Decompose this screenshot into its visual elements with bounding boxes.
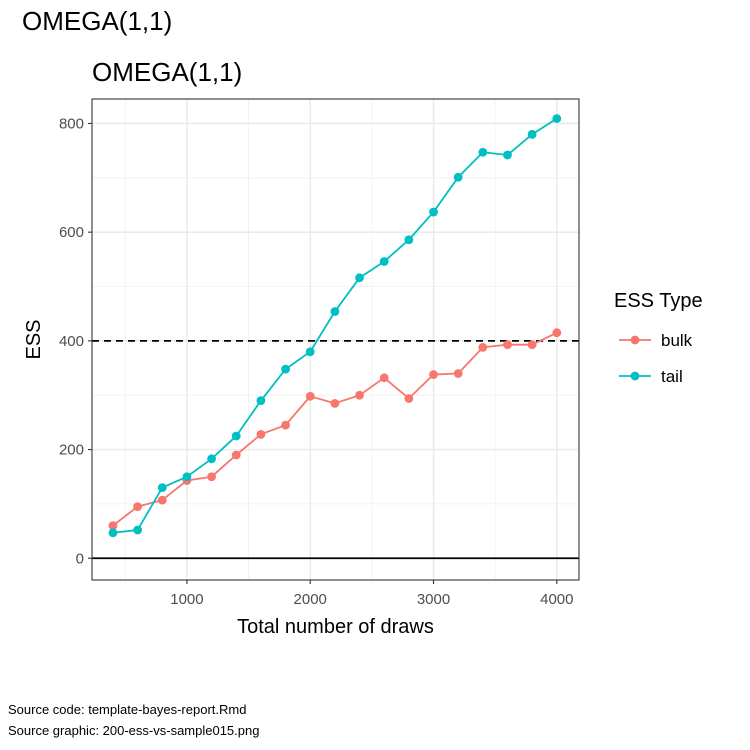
y-axis-title: ESS <box>23 319 45 359</box>
source-graphic-note: Source graphic: 200-ess-vs-sample015.png <box>8 723 260 738</box>
data-point-bulk <box>231 450 241 460</box>
data-point-tail <box>157 483 167 493</box>
chart-title: OMEGA(1,1) <box>92 57 242 87</box>
legend-item-bulk: bulk <box>619 331 693 350</box>
legend-title: ESS Type <box>614 290 703 312</box>
data-point-bulk <box>503 340 512 350</box>
y-tick-label: 600 <box>59 224 84 241</box>
data-point-bulk <box>133 502 143 512</box>
data-point-bulk <box>552 328 562 338</box>
series-layer <box>108 114 562 538</box>
x-axis-title: Total number of draws <box>237 616 434 638</box>
legend-key-point <box>630 371 640 381</box>
data-point-tail <box>527 129 537 139</box>
data-point-tail <box>182 472 192 482</box>
axes: 1000 2000 3000 4000 0 200 400 600 800 <box>59 115 574 608</box>
data-point-tail <box>281 364 290 374</box>
legend-item-tail: tail <box>619 367 683 386</box>
x-tick-label: 1000 <box>170 591 203 608</box>
series-tail <box>108 114 562 538</box>
data-point-bulk <box>453 369 463 378</box>
data-point-bulk <box>527 340 537 350</box>
y-tick-label: 200 <box>59 442 84 459</box>
legend-key-point <box>630 335 640 345</box>
y-tick-label: 0 <box>76 550 84 567</box>
y-tick-label: 400 <box>59 333 84 350</box>
data-point-bulk <box>355 390 364 400</box>
data-point-tail <box>207 454 216 464</box>
x-tick-label: 2000 <box>294 591 327 608</box>
x-tick-label: 4000 <box>540 591 573 608</box>
data-point-tail <box>305 347 315 357</box>
reference-lines <box>92 339 579 560</box>
data-point-bulk <box>281 420 290 430</box>
data-point-tail <box>355 273 364 283</box>
data-point-tail <box>552 114 562 123</box>
data-point-bulk <box>379 373 389 383</box>
data-point-tail <box>404 235 414 245</box>
data-point-bulk <box>404 394 414 403</box>
y-tick-label: 800 <box>59 115 84 132</box>
legend: ESS Type bulk tail <box>614 290 703 386</box>
data-point-tail <box>429 207 438 217</box>
data-point-bulk <box>108 521 118 531</box>
data-point-bulk <box>305 391 315 401</box>
x-tick-label: 3000 <box>417 591 450 608</box>
series-bulk <box>108 328 562 531</box>
series-line-bulk <box>112 331 558 527</box>
data-point-tail <box>379 257 389 266</box>
data-point-tail <box>108 528 118 538</box>
data-point-bulk <box>478 342 488 352</box>
data-point-bulk <box>429 370 438 379</box>
data-point-bulk <box>157 495 167 505</box>
data-point-bulk <box>256 429 266 439</box>
data-point-tail <box>453 172 463 182</box>
series-line-tail <box>112 117 558 534</box>
panel-border <box>91 98 580 581</box>
data-point-tail <box>330 307 340 316</box>
page-title: OMEGA(1,1) <box>22 6 173 36</box>
data-point-tail <box>231 431 241 441</box>
data-point-tail <box>503 150 512 160</box>
legend-label: tail <box>661 367 683 386</box>
grid <box>92 99 579 580</box>
data-point-bulk <box>330 398 340 408</box>
source-code-note: Source code: template-bayes-report.Rmd <box>8 702 247 717</box>
data-point-tail <box>133 525 143 535</box>
data-point-tail <box>256 396 266 406</box>
data-point-tail <box>478 147 488 157</box>
legend-label: bulk <box>661 331 693 350</box>
data-point-bulk <box>207 472 216 482</box>
